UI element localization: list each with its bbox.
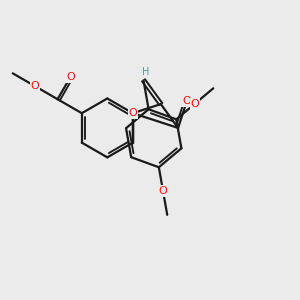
Text: O: O [159,186,167,196]
Text: O: O [182,96,191,106]
Text: O: O [128,108,137,118]
Text: O: O [66,72,75,82]
Text: H: H [142,67,149,77]
Text: O: O [190,99,199,109]
Text: O: O [31,81,40,91]
